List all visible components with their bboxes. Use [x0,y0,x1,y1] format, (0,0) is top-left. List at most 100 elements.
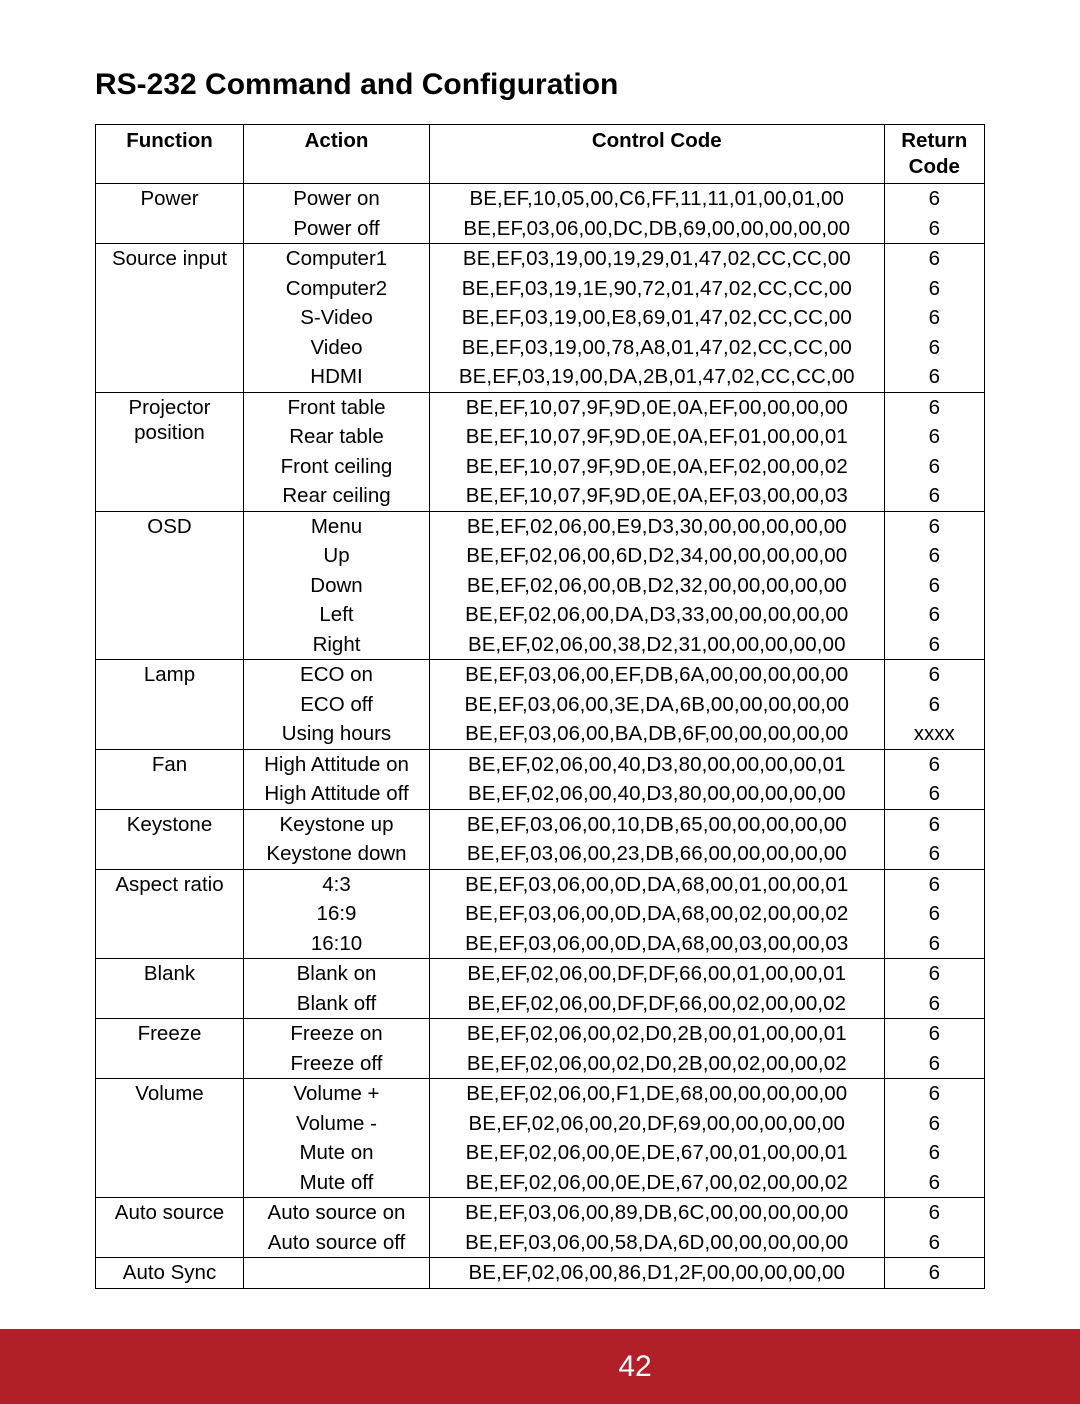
cell-function: Power [96,184,244,244]
cell-return-code: 6 [884,481,984,511]
cell-return-code: 6 [884,600,984,630]
page-title: RS-232 Command and Configuration [95,68,985,102]
cell-action: Auto source on [243,1198,429,1228]
cell-return-code: 6 [884,899,984,929]
cell-action: Mute on [243,1138,429,1168]
cell-return-code: 6 [884,809,984,839]
cell-action: Power off [243,214,429,244]
cell-control-code: BE,EF,02,06,00,40,D3,80,00,00,00,00,01 [430,749,885,779]
cell-action: Mute off [243,1168,429,1198]
page-container: RS-232 Command and Configuration Functio… [0,0,1080,1404]
table-row: PowerPower onBE,EF,10,05,00,C6,FF,11,11,… [96,184,985,214]
cell-control-code: BE,EF,02,06,00,20,DF,69,00,00,00,00,00 [430,1109,885,1139]
table-row: BlankBlank onBE,EF,02,06,00,DF,DF,66,00,… [96,959,985,989]
cell-control-code: BE,EF,10,07,9F,9D,0E,0A,EF,01,00,00,01 [430,422,885,452]
cell-action: Keystone up [243,809,429,839]
cell-return-code: 6 [884,1079,984,1109]
cell-control-code: BE,EF,03,06,00,23,DB,66,00,00,00,00,00 [430,839,885,869]
cell-control-code: BE,EF,03,06,00,58,DA,6D,00,00,00,00,00 [430,1228,885,1258]
function-label-line2: position [134,421,205,444]
table-row: Auto sourceAuto source onBE,EF,03,06,00,… [96,1198,985,1228]
cell-action: ECO on [243,660,429,690]
cell-action: High Attitude on [243,749,429,779]
cell-control-code: BE,EF,03,19,00,78,A8,01,47,02,CC,CC,00 [430,333,885,363]
cell-return-code: 6 [884,1019,984,1049]
table-row: Auto SyncBE,EF,02,06,00,86,D1,2F,00,00,0… [96,1258,985,1289]
cell-control-code: BE,EF,03,06,00,0D,DA,68,00,01,00,00,01 [430,869,885,899]
cell-action: Front ceiling [243,452,429,482]
cell-control-code: BE,EF,02,06,00,DF,DF,66,00,02,00,00,02 [430,989,885,1019]
table-row: OSDMenuBE,EF,02,06,00,E9,D3,30,00,00,00,… [96,511,985,541]
cell-action: HDMI [243,362,429,392]
cell-return-code: 6 [884,1049,984,1079]
cell-return-code: 6 [884,630,984,660]
cell-function: Keystone [96,809,244,869]
cell-return-code: 6 [884,184,984,214]
cell-control-code: BE,EF,10,07,9F,9D,0E,0A,EF,02,00,00,02 [430,452,885,482]
command-table: Function Action Control Code Return Code… [95,124,985,1289]
cell-return-code: 6 [884,452,984,482]
col-action: Action [243,125,429,184]
cell-function: Auto source [96,1198,244,1258]
cell-control-code: BE,EF,02,06,00,02,D0,2B,00,02,00,00,02 [430,1049,885,1079]
table-row: LampECO onBE,EF,03,06,00,EF,DB,6A,00,00,… [96,660,985,690]
cell-return-code: 6 [884,690,984,720]
cell-action: Down [243,571,429,601]
cell-function: Blank [96,959,244,1019]
cell-control-code: BE,EF,03,19,1E,90,72,01,47,02,CC,CC,00 [430,274,885,304]
cell-action [243,1258,429,1289]
return-line2: Code [909,155,960,178]
function-label-line1: Projector [128,396,210,419]
cell-control-code: BE,EF,03,06,00,89,DB,6C,00,00,00,00,00 [430,1198,885,1228]
cell-control-code: BE,EF,03,19,00,DA,2B,01,47,02,CC,CC,00 [430,362,885,392]
table-row: Aspect ratio4:3BE,EF,03,06,00,0D,DA,68,0… [96,869,985,899]
cell-action: Using hours [243,719,429,749]
cell-action: S-Video [243,303,429,333]
cell-action: Computer1 [243,244,429,274]
table-row: VolumeVolume +BE,EF,02,06,00,F1,DE,68,00… [96,1079,985,1109]
table-row: KeystoneKeystone upBE,EF,03,06,00,10,DB,… [96,809,985,839]
cell-return-code: 6 [884,541,984,571]
cell-action: Blank off [243,989,429,1019]
cell-action: Menu [243,511,429,541]
cell-action: Rear ceiling [243,481,429,511]
cell-action: Video [243,333,429,363]
cell-return-code: 6 [884,989,984,1019]
col-return-code: Return Code [884,125,984,184]
cell-return-code: 6 [884,1168,984,1198]
cell-control-code: BE,EF,03,19,00,19,29,01,47,02,CC,CC,00 [430,244,885,274]
cell-return-code: 6 [884,1198,984,1228]
cell-return-code: xxxx [884,719,984,749]
cell-control-code: BE,EF,02,06,00,0E,DE,67,00,01,00,00,01 [430,1138,885,1168]
cell-action: 4:3 [243,869,429,899]
cell-control-code: BE,EF,02,06,00,0E,DE,67,00,02,00,00,02 [430,1168,885,1198]
cell-function: Fan [96,749,244,809]
cell-control-code: BE,EF,02,06,00,DF,DF,66,00,01,00,00,01 [430,959,885,989]
cell-control-code: BE,EF,10,07,9F,9D,0E,0A,EF,00,00,00,00 [430,392,885,422]
cell-return-code: 6 [884,779,984,809]
cell-control-code: BE,EF,02,06,00,E9,D3,30,00,00,00,00,00 [430,511,885,541]
table-row: FanHigh Attitude onBE,EF,02,06,00,40,D3,… [96,749,985,779]
cell-action: Freeze on [243,1019,429,1049]
cell-control-code: BE,EF,03,06,00,0D,DA,68,00,03,00,00,03 [430,929,885,959]
cell-return-code: 6 [884,333,984,363]
cell-action: Freeze off [243,1049,429,1079]
cell-action: Rear table [243,422,429,452]
cell-function: Aspect ratio [96,869,244,959]
cell-return-code: 6 [884,929,984,959]
cell-return-code: 6 [884,303,984,333]
cell-action: Computer2 [243,274,429,304]
cell-function: Source input [96,244,244,393]
cell-return-code: 6 [884,214,984,244]
cell-control-code: BE,EF,02,06,00,0B,D2,32,00,00,00,00,00 [430,571,885,601]
cell-control-code: BE,EF,03,06,00,DC,DB,69,00,00,00,00,00 [430,214,885,244]
cell-control-code: BE,EF,03,06,00,10,DB,65,00,00,00,00,00 [430,809,885,839]
cell-control-code: BE,EF,02,06,00,DA,D3,33,00,00,00,00,00 [430,600,885,630]
cell-action: Auto source off [243,1228,429,1258]
cell-return-code: 6 [884,422,984,452]
return-line1: Return [901,129,967,152]
cell-return-code: 6 [884,660,984,690]
cell-control-code: BE,EF,10,07,9F,9D,0E,0A,EF,03,00,00,03 [430,481,885,511]
cell-control-code: BE,EF,10,05,00,C6,FF,11,11,01,00,01,00 [430,184,885,214]
cell-return-code: 6 [884,959,984,989]
